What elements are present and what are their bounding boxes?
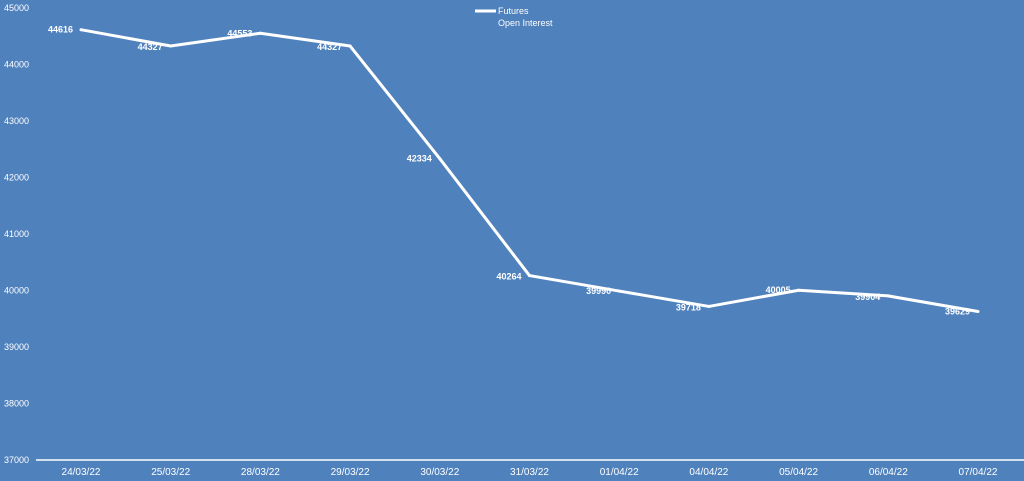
data-label: 39629 (945, 306, 970, 316)
y-tick-label: 42000 (4, 173, 29, 183)
y-tick-label: 45000 (4, 3, 29, 13)
data-label: 44327 (317, 42, 342, 52)
data-label: 44616 (48, 25, 73, 35)
data-point (79, 28, 83, 32)
data-point (797, 288, 801, 292)
data-point (348, 44, 352, 48)
data-point (169, 44, 173, 48)
x-tick-label: 28/03/22 (241, 467, 280, 478)
x-tick-label: 29/03/22 (331, 467, 370, 478)
x-tick-label: 24/03/22 (62, 467, 101, 478)
y-tick-label: 40000 (4, 286, 29, 296)
data-point (886, 294, 890, 298)
data-label: 42334 (407, 154, 432, 164)
data-label: 40005 (766, 285, 791, 295)
data-point (258, 31, 262, 35)
data-point (528, 274, 531, 278)
legend: Futures Open Interest (475, 6, 553, 28)
y-tick-label: 44000 (4, 60, 29, 70)
x-tick-label: 07/04/22 (959, 467, 998, 478)
y-tick-label: 38000 (4, 399, 29, 409)
legend-label-line1: Futures (498, 6, 529, 16)
data-point (438, 157, 442, 161)
x-tick-label: 06/04/22 (869, 467, 908, 478)
y-tick-label: 39000 (4, 342, 29, 352)
series-line (80, 28, 979, 313)
x-tick-label: 01/04/22 (600, 467, 639, 478)
data-point (707, 304, 711, 308)
x-tick-label: 31/03/22 (510, 467, 549, 478)
x-tick-label: 05/04/22 (779, 467, 818, 478)
y-tick-label: 37000 (4, 455, 29, 465)
y-tick-label: 43000 (4, 116, 29, 126)
data-label: 44327 (138, 42, 163, 52)
x-tick-label: 25/03/22 (151, 467, 190, 478)
x-tick-label: 04/04/22 (689, 467, 728, 478)
data-point (617, 289, 621, 293)
data-label: 44553 (227, 28, 252, 38)
data-label: 40264 (496, 272, 521, 282)
data-point (976, 309, 980, 313)
x-tick-label: 30/03/22 (420, 467, 459, 478)
data-label: 39990 (586, 286, 611, 296)
data-label: 39718 (676, 302, 701, 312)
legend-label-line2: Open Interest (498, 18, 553, 28)
data-label: 39904 (855, 292, 880, 302)
y-tick-label: 41000 (4, 229, 29, 239)
